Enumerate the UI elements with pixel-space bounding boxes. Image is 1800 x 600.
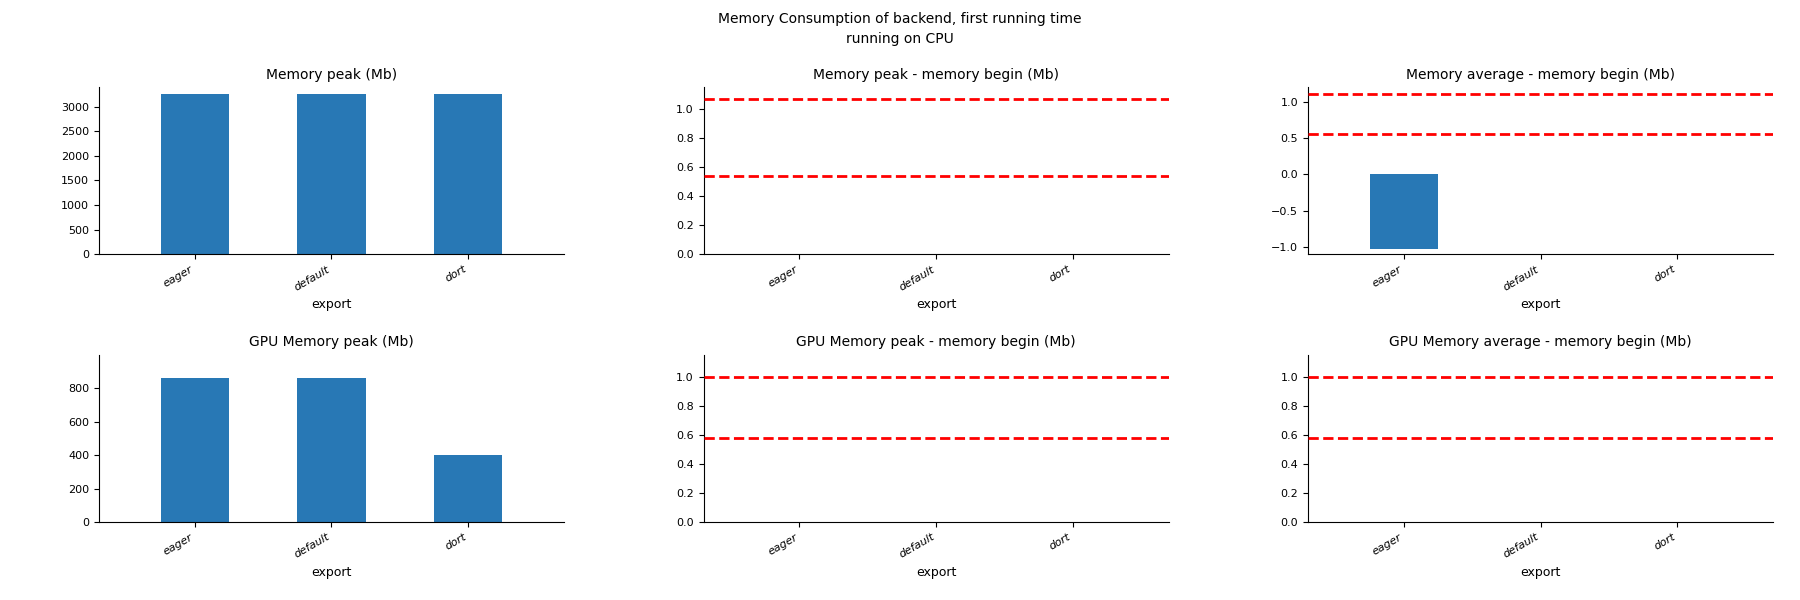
Bar (297, 378, 365, 522)
Bar (297, 94, 365, 254)
Title: Memory average - memory begin (Mb): Memory average - memory begin (Mb) (1406, 68, 1676, 82)
X-axis label: export: export (916, 298, 956, 311)
X-axis label: export: export (1521, 298, 1561, 311)
Bar (160, 94, 229, 254)
Text: Memory Consumption of backend, first running time
running on CPU: Memory Consumption of backend, first run… (718, 12, 1082, 46)
Bar (1370, 174, 1438, 249)
Title: GPU Memory peak - memory begin (Mb): GPU Memory peak - memory begin (Mb) (796, 335, 1076, 349)
Title: GPU Memory average - memory begin (Mb): GPU Memory average - memory begin (Mb) (1390, 335, 1692, 349)
Title: Memory peak - memory begin (Mb): Memory peak - memory begin (Mb) (814, 68, 1058, 82)
X-axis label: export: export (916, 566, 956, 578)
Bar (434, 455, 502, 522)
Bar (160, 378, 229, 522)
Title: Memory peak (Mb): Memory peak (Mb) (266, 68, 398, 82)
X-axis label: export: export (1521, 566, 1561, 578)
X-axis label: export: export (311, 566, 351, 578)
Title: GPU Memory peak (Mb): GPU Memory peak (Mb) (248, 335, 414, 349)
Bar (434, 94, 502, 254)
X-axis label: export: export (311, 298, 351, 311)
